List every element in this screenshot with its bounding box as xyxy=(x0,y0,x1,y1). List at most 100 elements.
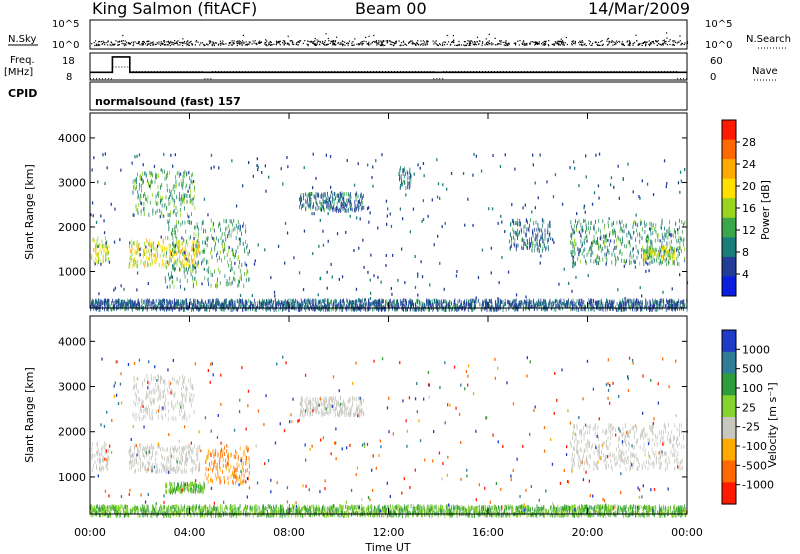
power-cell xyxy=(116,306,117,311)
power-cell xyxy=(140,183,142,188)
power-cell xyxy=(196,250,197,255)
noise-point xyxy=(162,43,164,45)
power-cell xyxy=(122,302,124,307)
power-cell xyxy=(232,248,234,253)
power-cell xyxy=(525,218,527,223)
power-cell xyxy=(306,298,308,303)
power-cell xyxy=(147,263,148,268)
power-cell xyxy=(592,250,594,255)
power-cell xyxy=(357,304,358,309)
power-cell xyxy=(133,185,135,190)
power-cell xyxy=(215,299,217,304)
power-cell xyxy=(455,306,456,311)
power-cell xyxy=(441,307,443,312)
power-cell xyxy=(194,243,196,248)
power-cell xyxy=(168,224,170,229)
noise-point xyxy=(596,43,598,46)
nave-point xyxy=(405,71,407,72)
power-cell xyxy=(633,221,635,226)
power-cell xyxy=(604,223,605,228)
power-cell xyxy=(343,199,344,204)
power-cell xyxy=(169,213,171,218)
power-cell xyxy=(524,242,526,247)
power-cell xyxy=(629,261,631,266)
noise-point xyxy=(426,43,428,45)
power-cell xyxy=(313,193,315,198)
noise-point xyxy=(191,44,193,46)
power-cell xyxy=(661,232,663,237)
power-cell xyxy=(644,230,646,234)
power-cell xyxy=(324,192,326,197)
power-cell xyxy=(207,260,209,265)
power-cell xyxy=(175,185,177,189)
nave-point xyxy=(289,71,291,72)
noise-point xyxy=(137,41,140,43)
power-cell xyxy=(537,232,539,237)
power-cell xyxy=(672,233,674,238)
noise-point xyxy=(336,36,338,38)
power-cell xyxy=(269,299,271,304)
power-cell xyxy=(349,300,351,305)
power-cell xyxy=(237,226,239,230)
power-cell xyxy=(464,307,465,312)
nave-point xyxy=(511,71,513,72)
noise-point xyxy=(387,40,389,42)
noise-point xyxy=(469,43,471,45)
power-cell xyxy=(186,199,188,204)
power-cell xyxy=(671,299,673,304)
power-cell xyxy=(192,251,194,256)
noise-point xyxy=(492,43,494,45)
power-cell xyxy=(199,304,201,309)
power-cell xyxy=(531,300,533,305)
power-cell xyxy=(347,202,348,206)
nave-point xyxy=(577,71,579,72)
power-cell xyxy=(93,304,95,309)
power-cell xyxy=(374,302,376,306)
power-cell xyxy=(545,300,546,305)
power-cell xyxy=(620,302,621,307)
power-cell xyxy=(574,244,575,249)
power-cell xyxy=(575,302,577,306)
noise-point xyxy=(333,40,335,42)
noise-point xyxy=(508,43,510,45)
noise-point xyxy=(482,41,484,43)
power-cell xyxy=(190,198,191,203)
power-cell xyxy=(581,229,583,234)
noise-point xyxy=(181,41,183,43)
noise-point xyxy=(236,44,238,47)
noise-point xyxy=(491,42,493,44)
power-cell xyxy=(400,184,401,188)
power-cell xyxy=(653,252,655,257)
noise-point xyxy=(254,40,256,42)
power-cell xyxy=(621,227,623,232)
noise-point xyxy=(264,41,266,44)
power-cell xyxy=(398,302,399,307)
noise-point xyxy=(290,40,292,42)
power-cell xyxy=(611,252,613,257)
power-cell xyxy=(535,234,537,239)
power-cell xyxy=(213,228,215,233)
nave-point xyxy=(93,78,94,80)
noise-point xyxy=(255,43,257,45)
power-cell xyxy=(246,307,248,312)
power-cell xyxy=(171,195,173,200)
power-cell xyxy=(632,303,634,308)
noise-point xyxy=(614,43,616,46)
power-cell xyxy=(156,208,158,213)
power-cell xyxy=(233,271,235,276)
noise-point xyxy=(585,44,587,47)
power-cell xyxy=(307,303,308,308)
power-cell xyxy=(514,307,516,312)
power-cell xyxy=(189,194,190,199)
power-cell xyxy=(643,258,645,263)
power-cell xyxy=(217,251,219,255)
noise-point xyxy=(592,42,594,44)
power-cell xyxy=(211,255,213,260)
power-cell xyxy=(542,246,544,251)
noise-point xyxy=(661,43,663,46)
power-cell xyxy=(129,299,130,304)
power-cell xyxy=(332,196,334,201)
nave-point xyxy=(171,71,173,72)
power-cell xyxy=(321,307,323,312)
noise-point xyxy=(557,40,559,42)
